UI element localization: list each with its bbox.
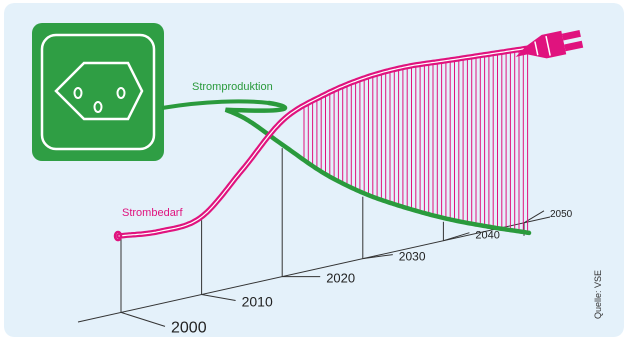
- series-line-strombedarf-highlight: [118, 47, 530, 237]
- x-tick-label: 2040: [475, 230, 499, 242]
- source-note: Quelle: VSE: [593, 269, 603, 319]
- gridline-group: [120, 148, 525, 313]
- tick-mark: [201, 294, 236, 301]
- tick-group: 2000 2010 2020 2030 2040 2050: [120, 209, 573, 336]
- power-plug-icon: [515, 29, 584, 59]
- x-tick-label: 2050: [550, 209, 573, 220]
- gap-hatching: [303, 48, 529, 233]
- chart-card: 2000 2010 2020 2030 2040 2050 Str: [4, 3, 624, 337]
- power-socket-icon: [32, 23, 164, 161]
- series-label-strombedarf: Strombedarf: [122, 207, 183, 219]
- x-tick-label: 2030: [399, 250, 426, 264]
- series-line-stromproduktion: [224, 100, 532, 236]
- tick-mark: [443, 232, 470, 242]
- time-axis: [77, 216, 551, 323]
- x-tick-label: 2000: [171, 319, 207, 336]
- x-tick-label: 2010: [242, 294, 273, 310]
- tick-mark: [120, 311, 166, 327]
- demand-cable-end: [113, 230, 123, 242]
- tick-mark: [362, 254, 393, 260]
- production-cable: [161, 99, 270, 110]
- x-tick-label: 2020: [326, 271, 355, 286]
- series-label-stromproduktion: Stromproduktion: [192, 81, 273, 93]
